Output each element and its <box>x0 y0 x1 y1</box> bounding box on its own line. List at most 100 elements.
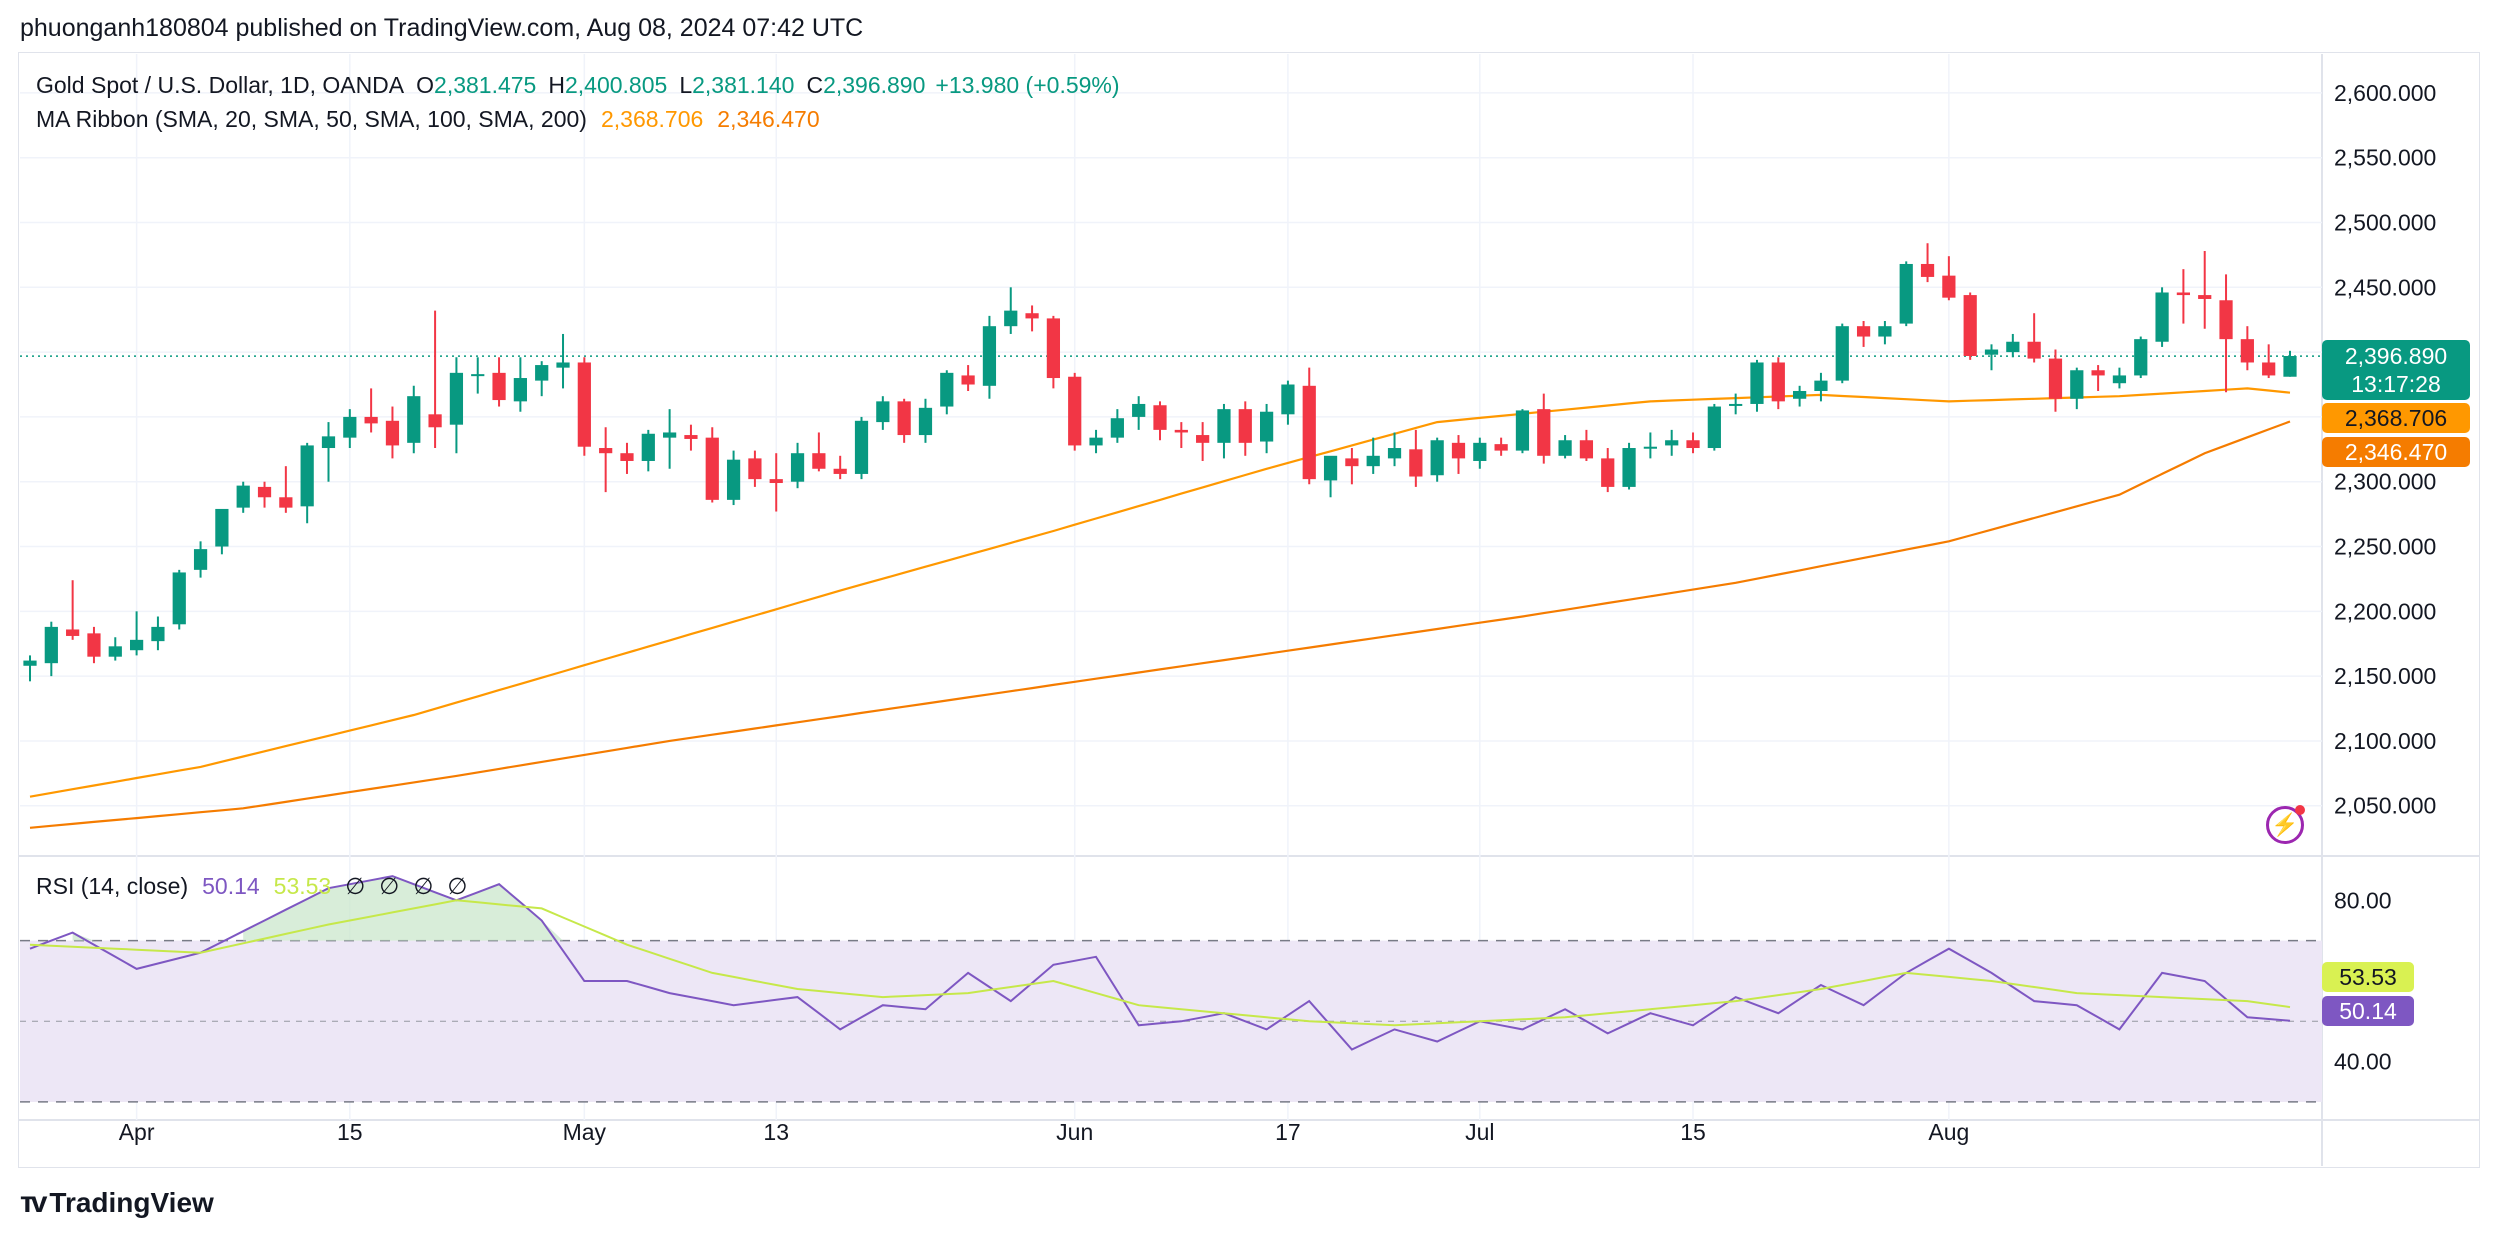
candle-body <box>1323 455 1338 481</box>
candle <box>812 432 826 472</box>
candle-body <box>1046 318 1061 379</box>
candle-body <box>1579 440 1594 459</box>
candle-body <box>428 414 442 428</box>
candle <box>2262 344 2276 379</box>
candle-body <box>918 407 933 436</box>
candle-body <box>1707 406 1721 449</box>
y-tick-label: 2,250.000 <box>2334 534 2436 560</box>
candle <box>1259 403 1274 454</box>
candle-body <box>66 629 80 636</box>
rsi-na-4: ∅ <box>447 873 468 899</box>
candle <box>87 626 101 664</box>
change-value: +13.980 (+0.59%) <box>935 72 1120 98</box>
candle <box>1814 372 1828 402</box>
candle <box>2048 349 2063 412</box>
candle-body <box>1387 448 1402 459</box>
candle <box>1174 422 1188 449</box>
candle <box>1942 256 1956 301</box>
candle <box>1238 401 1252 456</box>
candle <box>726 450 741 506</box>
candle-body <box>854 420 869 474</box>
candle-body <box>897 401 911 436</box>
candle <box>2006 333 2020 358</box>
candle <box>599 427 613 493</box>
candle <box>2134 336 2148 379</box>
candle-body <box>215 508 229 547</box>
candle-body <box>1259 411 1274 442</box>
footer-brand-text: TradingView <box>49 1187 214 1218</box>
candle-body <box>1942 275 1956 298</box>
rsi-ma-badge: 53.53 <box>2322 962 2414 992</box>
candle <box>641 429 655 472</box>
candle <box>513 357 527 412</box>
candle-body <box>726 459 741 500</box>
candle <box>129 611 144 656</box>
candle-body <box>2176 292 2191 296</box>
y-tick-label: 2,300.000 <box>2334 469 2436 495</box>
x-tick-label: 15 <box>337 1119 363 1145</box>
candle <box>1686 432 1700 454</box>
candle-body <box>748 458 762 480</box>
low-label: L <box>679 72 693 98</box>
candle-body <box>1835 326 1849 381</box>
candle <box>1451 435 1466 474</box>
candle-body <box>1132 403 1146 417</box>
y-tick-label: 2,500.000 <box>2334 209 2436 235</box>
candle <box>1622 442 1636 490</box>
candle-body <box>2048 358 2063 399</box>
candle <box>1515 409 1530 454</box>
candle <box>66 580 80 640</box>
y-tick-label: 2,050.000 <box>2334 793 2436 819</box>
candle-body <box>1771 362 1785 402</box>
y-tick-label: 2,600.000 <box>2334 80 2436 106</box>
candle-body <box>407 396 421 443</box>
ma-legend: MA Ribbon (SMA, 20, SMA, 50, SMA, 100, S… <box>36 106 830 133</box>
x-tick-label: May <box>563 1119 607 1145</box>
candle <box>343 409 357 449</box>
candle <box>748 450 762 487</box>
candle-body <box>1025 313 1039 319</box>
candle <box>1643 432 1657 459</box>
tradingview-logo-icon: ᴛᴠ <box>20 1186 47 1219</box>
candle <box>2176 269 2191 324</box>
rsi-title: RSI (14, close) <box>36 873 189 899</box>
x-tick-label: Jun <box>1056 1119 1093 1145</box>
high-value: 2,400.805 <box>564 72 668 98</box>
candle-body <box>535 365 549 381</box>
candle-body <box>961 375 975 385</box>
candle-body <box>705 437 719 500</box>
candle <box>535 361 549 397</box>
candle-body <box>1196 435 1210 443</box>
candle <box>2091 365 2105 391</box>
candle-body <box>641 433 655 461</box>
ma-value-2: 2,346.470 <box>717 106 820 132</box>
candle-body <box>1601 458 1615 487</box>
x-tick-label: Apr <box>119 1119 155 1145</box>
flash-icon[interactable]: ⚡ <box>2266 805 2305 844</box>
candle-body <box>236 485 250 508</box>
candle <box>1153 401 1167 441</box>
candle <box>1771 357 1785 410</box>
x-tick-label: 17 <box>1275 1119 1301 1145</box>
rsi-overbought-fill <box>72 876 563 941</box>
candle <box>2070 367 2084 410</box>
candle-body <box>2027 341 2041 359</box>
candle <box>1345 448 1359 485</box>
candle <box>684 424 698 451</box>
candle-body <box>385 420 400 446</box>
candle-body <box>940 372 954 407</box>
candle-body <box>492 372 506 401</box>
last-price-badge: 2,396.890 13:17:28 <box>2322 340 2470 400</box>
candle <box>300 442 314 524</box>
candle-body <box>1494 444 1508 451</box>
candle <box>940 370 954 415</box>
x-tick-label: 15 <box>1680 1119 1706 1145</box>
candle <box>1387 432 1402 467</box>
ma-line-1 <box>29 387 2291 798</box>
candle-body <box>108 646 122 657</box>
candle-body <box>279 497 293 508</box>
candle-body <box>1451 442 1466 459</box>
candle-body <box>1238 409 1252 443</box>
candle-body <box>1366 455 1380 467</box>
